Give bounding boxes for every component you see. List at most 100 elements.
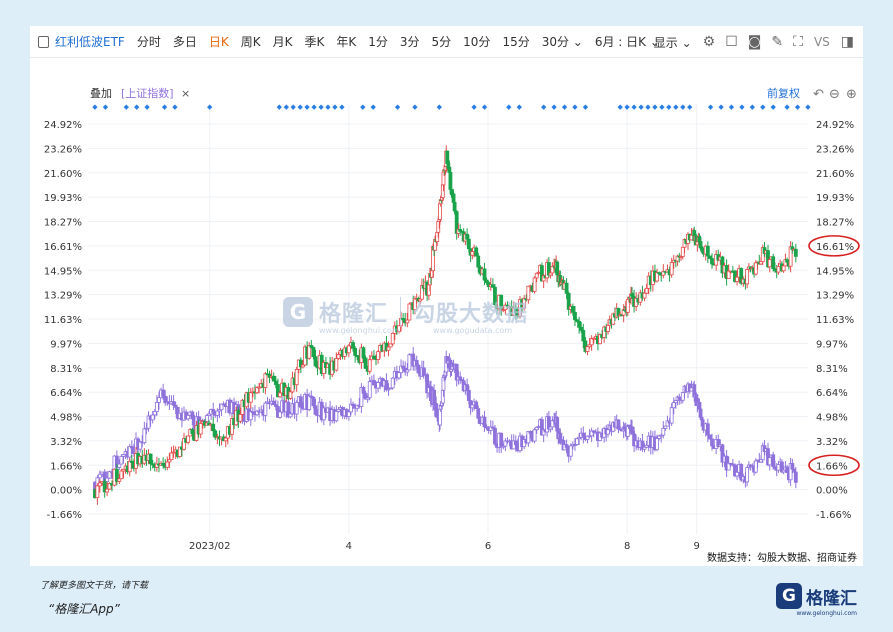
marker-diamond: ◆ <box>471 103 477 111</box>
index-candle-body <box>708 434 712 440</box>
camera-icon[interactable]: ◙ <box>747 34 762 50</box>
index-candle-body <box>288 413 293 418</box>
period-tab-1[interactable]: 多日 <box>172 35 197 49</box>
etf-candle-body <box>591 337 596 340</box>
period-tab-7[interactable]: 1分 <box>368 35 388 49</box>
zoom-out-icon[interactable]: ⊖ <box>829 87 840 102</box>
index-candle-body <box>466 389 471 401</box>
marker-diamond: ◆ <box>325 103 331 111</box>
y-tick-label-left: -1.66% <box>47 510 82 521</box>
index-candle-body <box>271 400 276 405</box>
x-tick-label: 9 <box>694 541 700 552</box>
vs-button[interactable]: VS <box>813 35 830 49</box>
brand-logo-icon: G <box>776 583 802 609</box>
period-tab-13[interactable]: 6月 : 日K ⌄ <box>594 35 660 49</box>
marker-diamond: ◆ <box>277 103 283 111</box>
index-candle-body <box>665 420 670 427</box>
overlay-index-label[interactable]: [上证指数] <box>121 86 174 100</box>
index-candle-body <box>493 427 497 445</box>
index-candle-body <box>255 410 259 416</box>
sidebar-toggle-icon[interactable] <box>38 35 49 48</box>
etf-candle-body <box>169 452 174 461</box>
index-candle-body <box>564 444 569 448</box>
index-candle-body <box>334 410 339 422</box>
index-candle-body <box>710 438 714 447</box>
index-candle-body <box>144 427 149 430</box>
period-tab-12[interactable]: 30分 ⌄ <box>541 35 583 49</box>
panel-icon[interactable]: ◨ <box>840 34 854 50</box>
index-candle-body <box>186 414 191 420</box>
index-candle-body <box>735 471 739 477</box>
security-title[interactable]: 红利低波ETF <box>55 35 125 49</box>
series-etf-candles <box>93 145 798 505</box>
index-candle-body <box>503 440 508 447</box>
y-tick-label-right: 23.26% <box>816 144 854 155</box>
etf-candle-body <box>390 332 395 345</box>
etf-candle-body <box>680 246 685 257</box>
index-candle-body <box>372 379 376 386</box>
index-candle-body <box>298 396 303 408</box>
period-tab-10[interactable]: 10分 <box>463 35 491 49</box>
etf-candle-body <box>182 438 186 450</box>
index-candle-body <box>307 395 312 411</box>
index-candle-body <box>663 425 668 429</box>
pen-icon[interactable]: ✎ <box>771 34 784 50</box>
index-candle-body <box>407 354 412 371</box>
y-tick-label-left: 24.92% <box>44 120 82 131</box>
etf-candle-body <box>255 387 259 394</box>
etf-candle-body <box>397 325 401 333</box>
etf-candle-body <box>493 286 497 306</box>
brand-logo-url: www.gelonghui.com <box>796 610 857 617</box>
marker-diamond: ◆ <box>124 103 130 111</box>
gear-icon[interactable]: ⚙ <box>702 34 716 50</box>
data-source-label: 数据支持：勾股大数据、招商证券 <box>707 553 857 564</box>
period-tab-9[interactable]: 5分 <box>431 35 452 49</box>
y-axis-left: 24.92% 23.26% 21.60% 19.93% 18.27% 16.61% 14.9… <box>44 120 82 521</box>
y-tick-label-right: 6.64% <box>816 388 848 399</box>
index-candle-body <box>606 429 610 435</box>
period-tab-0[interactable]: 分时 <box>136 35 161 49</box>
y-tick-label-right: 1.66% <box>816 461 848 472</box>
index-candle-body <box>669 407 674 424</box>
undo-icon[interactable]: ↶ <box>813 87 824 102</box>
marker-diamond: ◆ <box>729 103 735 111</box>
highlight-ellipse <box>808 235 860 257</box>
index-candle-body <box>476 408 481 419</box>
index-candle-body <box>716 439 721 447</box>
period-tab-6[interactable]: 年K <box>336 35 357 49</box>
footer-line1: 了解更多图文干货，请下载 <box>40 581 149 591</box>
etf-candle-body <box>575 319 579 322</box>
period-tab-11[interactable]: 15分 <box>502 35 530 49</box>
adjust-price-button[interactable]: 前复权 <box>767 86 800 100</box>
zoom-in-icon[interactable]: ⊕ <box>846 87 857 102</box>
square-icon[interactable]: ☐ <box>725 34 738 50</box>
overlay-close-icon[interactable]: × <box>181 87 190 100</box>
y-tick-label-left: 14.95% <box>44 266 82 277</box>
marker-diamond: ◆ <box>617 103 623 111</box>
etf-candle-body <box>739 268 744 284</box>
index-candle-body <box>154 401 159 412</box>
y-tick-label-left: 23.26% <box>44 144 82 155</box>
etf-candle-body <box>583 340 588 352</box>
index-candle-body <box>793 471 798 483</box>
period-tab-3[interactable]: 周K <box>240 35 261 49</box>
marker-diamond: ◆ <box>805 103 811 111</box>
etf-candle-body <box>526 285 531 301</box>
period-tab-4[interactable]: 月K <box>272 35 293 49</box>
index-candle-body <box>150 414 155 421</box>
marker-diamond: ◆ <box>437 103 443 111</box>
marker-diamond: ◆ <box>162 103 168 111</box>
period-tab-5[interactable]: 季K <box>304 35 325 49</box>
index-candle-body <box>346 411 351 417</box>
display-menu[interactable]: 显示 ⌄ <box>653 35 692 50</box>
x-tick-label: 2023/02 <box>189 541 231 552</box>
marker-diamond: ◆ <box>687 103 693 111</box>
period-tab-8[interactable]: 3分 <box>399 35 420 49</box>
period-tab-2[interactable]: 日K <box>208 35 229 49</box>
index-candle-body <box>278 411 282 418</box>
etf-candle-body <box>726 270 731 279</box>
fullscreen-icon[interactable]: ⛶ <box>793 34 803 50</box>
etf-candle-body <box>117 478 122 482</box>
etf-candle-body <box>351 342 355 349</box>
watermark: G 格隆汇 www.gelonghui.com 勾股大数据 www.goguda… <box>283 296 528 335</box>
